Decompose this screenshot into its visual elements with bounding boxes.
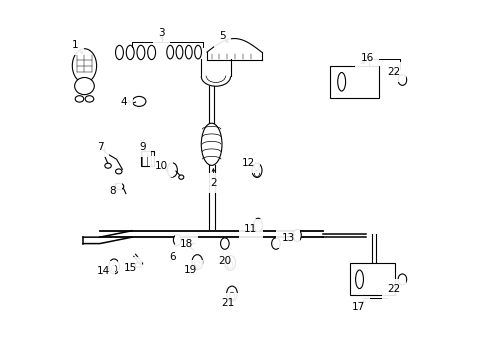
Ellipse shape — [355, 270, 363, 289]
Text: 3: 3 — [158, 28, 164, 38]
Text: 10: 10 — [155, 161, 168, 171]
Text: 1: 1 — [72, 40, 79, 50]
Ellipse shape — [176, 45, 183, 59]
Ellipse shape — [194, 45, 201, 59]
Ellipse shape — [75, 96, 83, 102]
Ellipse shape — [229, 292, 234, 299]
Ellipse shape — [179, 175, 183, 179]
Ellipse shape — [85, 96, 94, 102]
Ellipse shape — [397, 75, 406, 85]
Text: 5: 5 — [219, 31, 225, 41]
Text: 19: 19 — [184, 265, 197, 275]
Ellipse shape — [226, 286, 237, 301]
Ellipse shape — [227, 261, 232, 269]
Ellipse shape — [72, 49, 97, 83]
Ellipse shape — [115, 169, 122, 174]
Ellipse shape — [271, 238, 280, 249]
Text: 21: 21 — [221, 298, 234, 308]
Text: 13: 13 — [281, 233, 294, 243]
Text: 22: 22 — [386, 284, 400, 294]
Ellipse shape — [115, 45, 123, 60]
Ellipse shape — [194, 261, 200, 268]
Ellipse shape — [173, 235, 181, 246]
Text: 6: 6 — [169, 252, 176, 262]
Ellipse shape — [166, 45, 173, 59]
Text: 8: 8 — [109, 186, 116, 197]
Ellipse shape — [115, 183, 123, 190]
Text: 7: 7 — [98, 142, 104, 152]
Text: 18: 18 — [180, 239, 193, 249]
Ellipse shape — [108, 259, 119, 274]
Text: 4: 4 — [121, 97, 127, 107]
Ellipse shape — [253, 218, 262, 232]
Ellipse shape — [75, 77, 94, 95]
Ellipse shape — [224, 255, 235, 270]
Bar — [141, 151, 153, 166]
Text: 16: 16 — [360, 53, 373, 63]
Ellipse shape — [167, 163, 177, 177]
Ellipse shape — [132, 96, 145, 107]
Text: 17: 17 — [351, 302, 364, 312]
Ellipse shape — [220, 238, 229, 249]
Text: 20: 20 — [218, 256, 231, 266]
Text: 12: 12 — [241, 158, 254, 168]
Ellipse shape — [104, 163, 111, 168]
Ellipse shape — [126, 45, 134, 60]
Ellipse shape — [254, 163, 259, 170]
Text: 15: 15 — [123, 262, 137, 273]
Ellipse shape — [337, 72, 345, 91]
Ellipse shape — [135, 263, 141, 267]
Ellipse shape — [111, 265, 117, 272]
Ellipse shape — [397, 274, 406, 285]
Text: 9: 9 — [139, 142, 146, 152]
Bar — [349, 263, 394, 296]
Ellipse shape — [185, 45, 192, 59]
Ellipse shape — [251, 163, 262, 177]
Text: 14: 14 — [97, 266, 110, 276]
Text: 2: 2 — [210, 178, 216, 188]
Ellipse shape — [192, 255, 203, 270]
Ellipse shape — [137, 45, 144, 60]
Ellipse shape — [147, 45, 155, 60]
Text: 11: 11 — [244, 224, 257, 234]
Ellipse shape — [293, 229, 301, 242]
Ellipse shape — [201, 123, 222, 165]
Bar — [329, 66, 378, 98]
Ellipse shape — [254, 170, 259, 177]
Text: 22: 22 — [386, 67, 400, 77]
